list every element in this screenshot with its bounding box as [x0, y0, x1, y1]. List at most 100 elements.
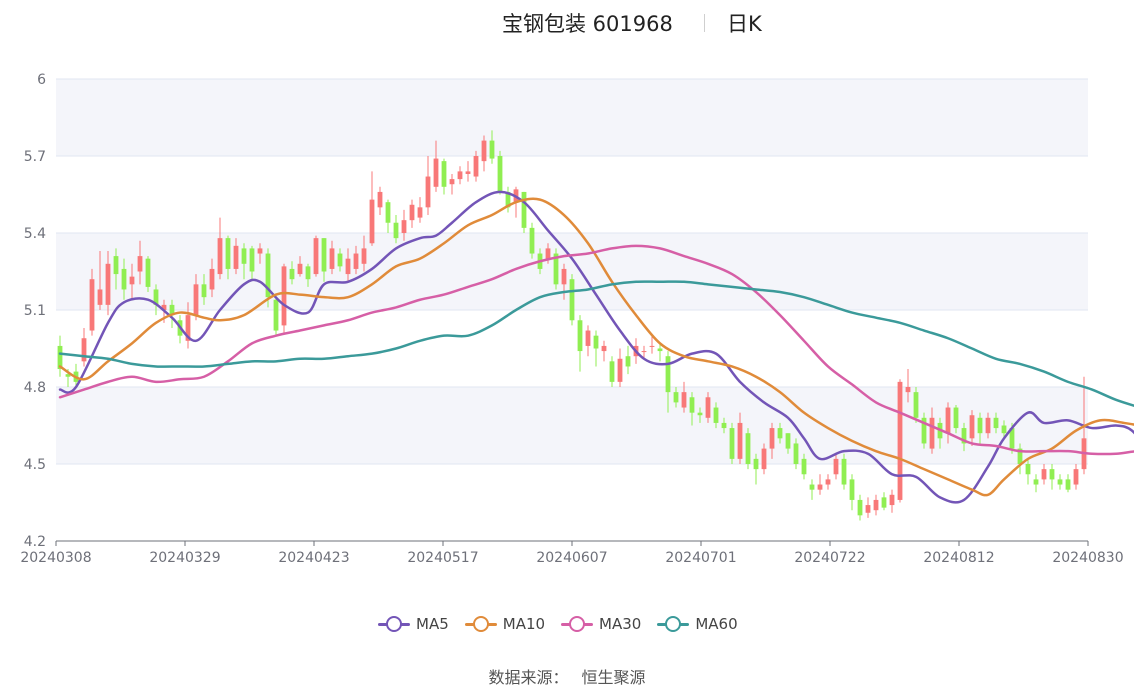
candle [457, 166, 463, 185]
candle-body [585, 330, 591, 346]
candle [673, 387, 679, 408]
candle-body [705, 397, 711, 418]
legend-item-ma5[interactable]: MA5 [378, 614, 449, 634]
candle-body [449, 179, 455, 185]
candle [337, 248, 343, 272]
candle-body [225, 238, 231, 269]
candle-body [777, 428, 783, 439]
data-source-value: 恒生聚源 [581, 668, 646, 687]
candle [657, 343, 663, 362]
candle [841, 453, 847, 490]
candle-body [433, 158, 439, 187]
candle-body [641, 351, 647, 353]
candle [665, 351, 671, 413]
candle [881, 492, 887, 511]
candle [305, 263, 311, 287]
candle-body [105, 263, 111, 305]
candle-body [1033, 479, 1039, 485]
candle [233, 238, 239, 275]
candle [617, 348, 623, 387]
candle [745, 428, 751, 470]
candle [969, 410, 975, 447]
legend-swatch-icon [657, 614, 690, 634]
candle-body [1041, 469, 1047, 480]
candle-body [945, 407, 951, 434]
candle [241, 243, 247, 280]
candle [465, 161, 471, 182]
candle-body [737, 422, 743, 459]
candle-body [569, 279, 575, 321]
series-line-ma10 [58, 197, 1134, 497]
candle [929, 407, 935, 454]
candle [1065, 474, 1071, 493]
candle [793, 438, 799, 470]
candle [473, 150, 479, 182]
candle [681, 381, 687, 413]
legend-item-ma30[interactable]: MA30 [561, 614, 641, 634]
candle-body [201, 284, 207, 298]
candle-body [185, 315, 191, 341]
candle [785, 433, 791, 454]
candle [113, 248, 119, 290]
candle-body [353, 253, 359, 269]
candle [641, 345, 647, 359]
chart-title-period: 日K [727, 12, 762, 36]
candle [81, 327, 87, 367]
candle-body [145, 258, 151, 287]
candle-body [265, 253, 271, 298]
legend-item-ma10[interactable]: MA10 [464, 614, 545, 634]
candle-body [921, 417, 927, 444]
candle [377, 186, 383, 216]
candle [385, 199, 391, 233]
candle [57, 335, 63, 377]
candle [281, 263, 287, 334]
candle-body [1017, 448, 1023, 464]
candle [897, 379, 903, 503]
candle-body [89, 279, 95, 331]
candle [497, 150, 503, 195]
candle [97, 250, 103, 310]
candle-body [377, 191, 383, 208]
candle [921, 412, 927, 449]
candle-body [993, 417, 999, 429]
candle [449, 173, 455, 195]
candle-body [321, 238, 327, 272]
candle-body [833, 458, 839, 475]
legend-swatch-icon [464, 614, 497, 634]
candle-body [329, 248, 335, 269]
candle [401, 209, 407, 241]
candle-body [337, 253, 343, 267]
candle [601, 340, 607, 362]
candle-body [1073, 469, 1079, 485]
y-tick-label: 5.1 [24, 303, 46, 319]
title-separator [704, 14, 705, 32]
y-tick-label: 5.7 [24, 149, 46, 165]
candle-body [865, 505, 871, 513]
candle [433, 140, 439, 192]
candle [873, 494, 879, 516]
ma-lines [58, 190, 1134, 504]
legend-item-ma60[interactable]: MA60 [657, 614, 738, 634]
candle [985, 412, 991, 439]
candle [89, 268, 95, 336]
candle-body [121, 268, 127, 290]
candle-body [769, 428, 775, 449]
candle-body [953, 407, 959, 429]
candle-body [361, 248, 367, 264]
candle-body [889, 494, 895, 506]
candle [609, 356, 615, 387]
candle [417, 197, 423, 223]
candle-body [809, 484, 815, 490]
candle [329, 240, 335, 275]
candle-body [81, 338, 87, 362]
candle [585, 325, 591, 357]
candle-body [1049, 469, 1055, 480]
candle-body [801, 458, 807, 475]
candle [345, 248, 351, 282]
candle-body [305, 266, 311, 280]
candle-body [873, 499, 879, 511]
candle-body [545, 248, 551, 259]
candle [273, 294, 279, 336]
candle [817, 474, 823, 495]
candle [625, 345, 631, 375]
